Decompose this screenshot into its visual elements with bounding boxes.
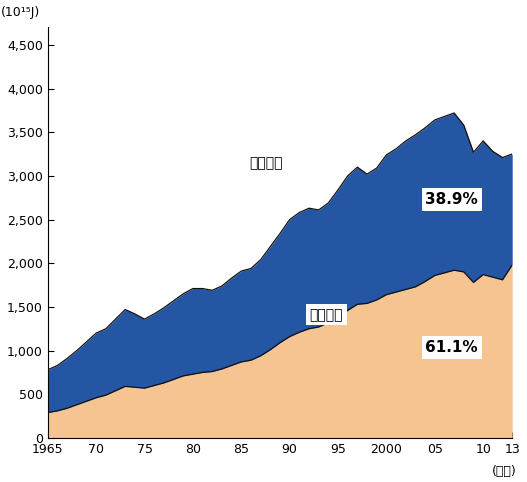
Text: 貨物部門: 貨物部門 bbox=[249, 156, 283, 170]
Text: (10¹⁵J): (10¹⁵J) bbox=[2, 6, 41, 19]
Text: (年度): (年度) bbox=[492, 465, 517, 478]
Text: 61.1%: 61.1% bbox=[425, 340, 478, 355]
Text: 38.9%: 38.9% bbox=[425, 192, 478, 207]
Text: 旅客部門: 旅客部門 bbox=[310, 308, 343, 322]
